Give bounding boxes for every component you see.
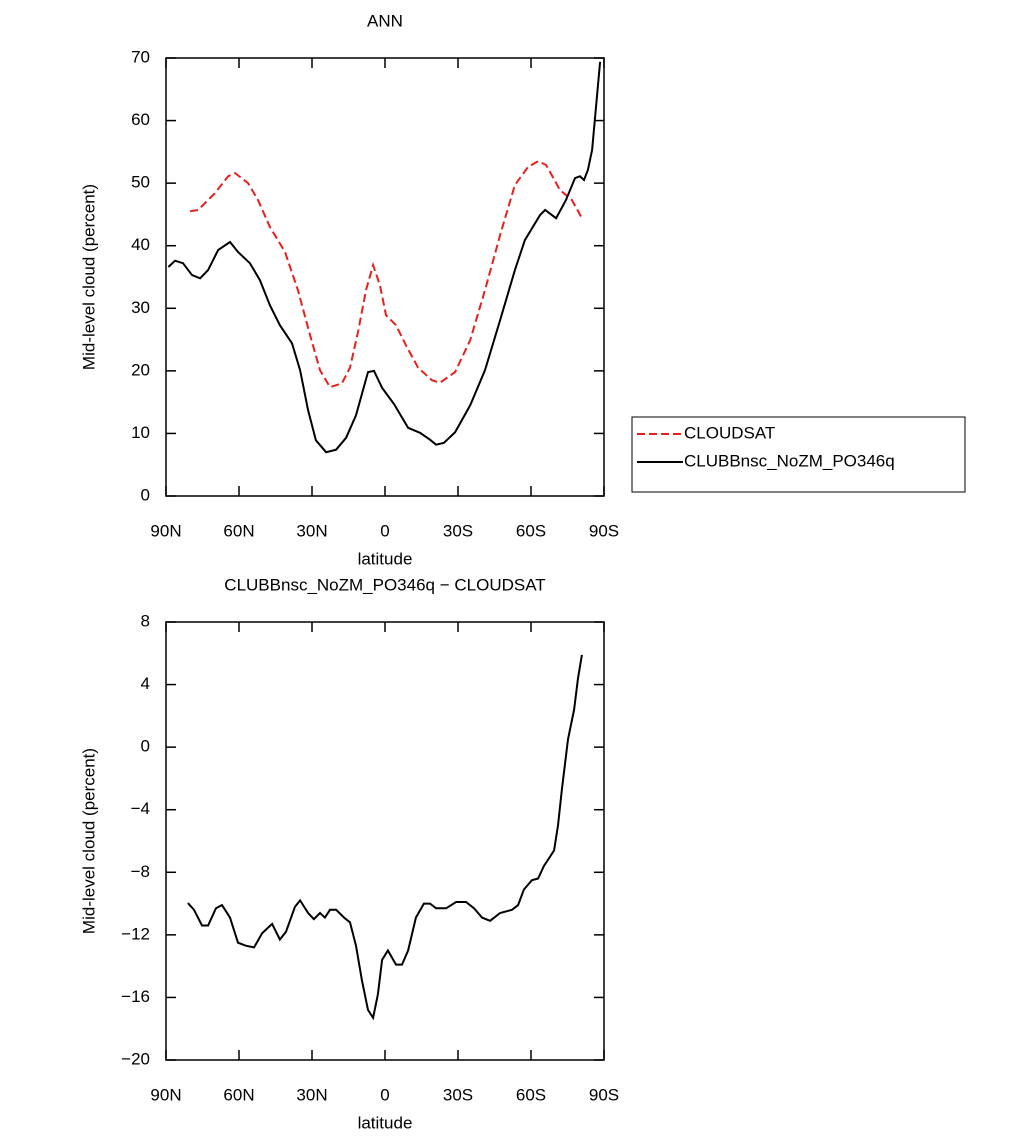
legend-box	[631, 416, 966, 493]
chart-title: CLUBBnsc_NoZM_PO346q − CLOUDSAT	[224, 575, 545, 594]
y-axis-label: Mid-level cloud (percent)	[79, 748, 98, 934]
y-tick-label: −16	[121, 987, 150, 1006]
legend-label: CLOUDSAT	[684, 423, 775, 442]
y-tick-label: 0	[141, 485, 150, 504]
x-tick-label: 0	[380, 521, 389, 540]
x-tick-label: 60S	[516, 1085, 546, 1104]
x-tick-label: 90S	[589, 521, 619, 540]
x-tick-label: 90S	[589, 1085, 619, 1104]
x-tick-label: 30N	[296, 1085, 327, 1104]
plot-frame	[165, 57, 605, 497]
y-axis-label: Mid-level cloud (percent)	[79, 184, 98, 370]
legend-label: CLUBBnsc_NoZM_PO346q	[684, 451, 895, 470]
y-tick-label: 70	[131, 47, 150, 66]
y-tick-label: 0	[141, 737, 150, 756]
y-tick-label: −8	[131, 862, 150, 881]
x-tick-label: 30S	[443, 1085, 473, 1104]
y-tick-label: −20	[121, 1049, 150, 1068]
x-tick-label: 60N	[223, 521, 254, 540]
y-tick-label: −12	[121, 924, 150, 943]
y-tick-label: 30	[131, 298, 150, 317]
y-tick-label: 60	[131, 110, 150, 129]
x-tick-label: 60S	[516, 521, 546, 540]
x-axis-label: latitude	[358, 1113, 413, 1132]
y-tick-label: 20	[131, 360, 150, 379]
y-tick-label: 8	[141, 611, 150, 630]
x-tick-label: 0	[380, 1085, 389, 1104]
x-tick-label: 30S	[443, 521, 473, 540]
series-line	[187, 654, 583, 1021]
x-tick-label: 30N	[296, 521, 327, 540]
y-tick-label: 50	[131, 173, 150, 192]
y-tick-label: 40	[131, 235, 150, 254]
x-tick-label: 60N	[223, 1085, 254, 1104]
y-tick-label: 10	[131, 423, 150, 442]
x-tick-label: 90N	[150, 521, 181, 540]
plot-frame	[165, 621, 605, 1061]
y-tick-label: 4	[141, 674, 150, 693]
y-tick-label: −4	[131, 799, 150, 818]
series-line	[167, 61, 602, 454]
x-tick-label: 90N	[150, 1085, 181, 1104]
chart-title: ANN	[367, 11, 403, 30]
x-axis-label: latitude	[358, 549, 413, 568]
series-line	[189, 160, 583, 389]
